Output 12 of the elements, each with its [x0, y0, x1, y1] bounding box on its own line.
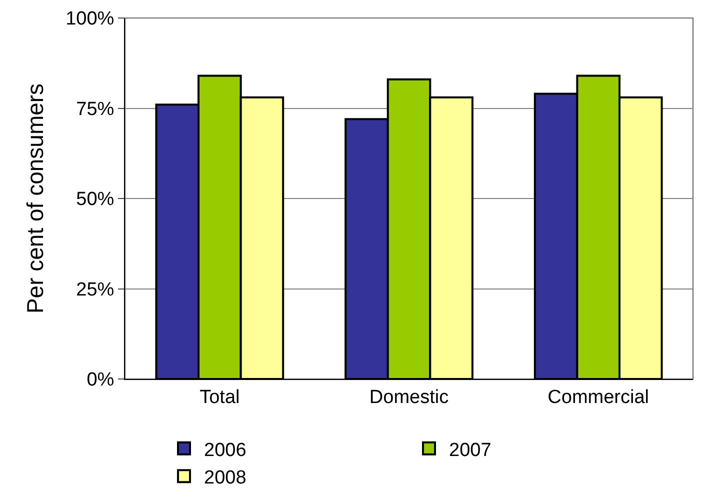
y-tick-label: 50%	[76, 189, 114, 210]
y-axis-title: Per cent of consumers	[22, 83, 48, 314]
y-tick-label: 25%	[76, 279, 114, 300]
legend-label: 2007	[449, 440, 492, 461]
x-tick-label: Domestic	[369, 386, 449, 408]
y-tick-label: 75%	[76, 98, 114, 120]
y-tick-label: 0%	[86, 370, 114, 391]
legend-label: 2006	[204, 440, 246, 461]
y-tick-label: 100%	[66, 8, 114, 30]
x-tick-label: Commercial	[548, 386, 650, 408]
x-tick-label: Total	[200, 386, 240, 408]
legend-label: 2008	[204, 468, 246, 488]
